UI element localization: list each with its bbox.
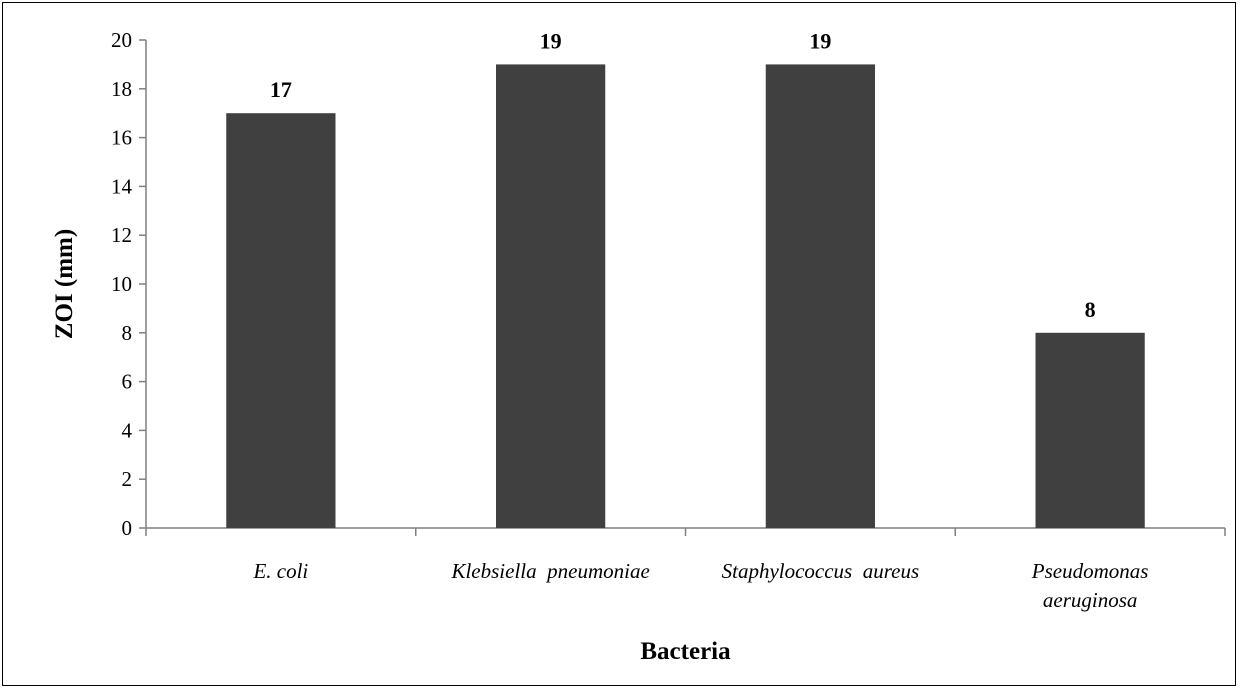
y-tick-label: 18 [111,77,132,101]
y-tick-label: 0 [122,516,133,540]
category-label: aeruginosa [1043,588,1138,612]
y-tick-label: 16 [111,126,132,150]
y-tick-label: 6 [122,370,133,394]
y-tick-label: 12 [111,223,132,247]
bars [226,64,1145,529]
bar [226,113,336,528]
labels: 0 2 4 6 8 10 12 14 16 18 20 17 E. coli 19 Klebsiella p… [111,28,1148,612]
y-tick-label: 10 [111,272,132,296]
category-label: Klebsiella pneumoniae [450,559,649,583]
bar [1035,332,1145,528]
y-tick-label: 8 [122,321,133,345]
y-axis-title: ZOI (mm) [51,229,78,339]
category-label: E. coli [252,559,308,583]
category-label: Staphylococcus aureus [722,559,920,583]
y-tick-label: 20 [111,28,132,52]
data-label: 8 [1085,297,1096,322]
y-tick-label: 2 [122,467,133,491]
data-label: 19 [809,28,831,53]
x-axis-title: Bacteria [640,638,731,665]
bar [496,64,606,529]
data-label: 19 [540,28,562,53]
category-label: Pseudomonas [1031,559,1149,583]
data-label: 17 [270,77,292,102]
y-tick-label: 4 [122,418,133,442]
y-tick-label: 14 [111,174,133,198]
bar [765,64,875,529]
